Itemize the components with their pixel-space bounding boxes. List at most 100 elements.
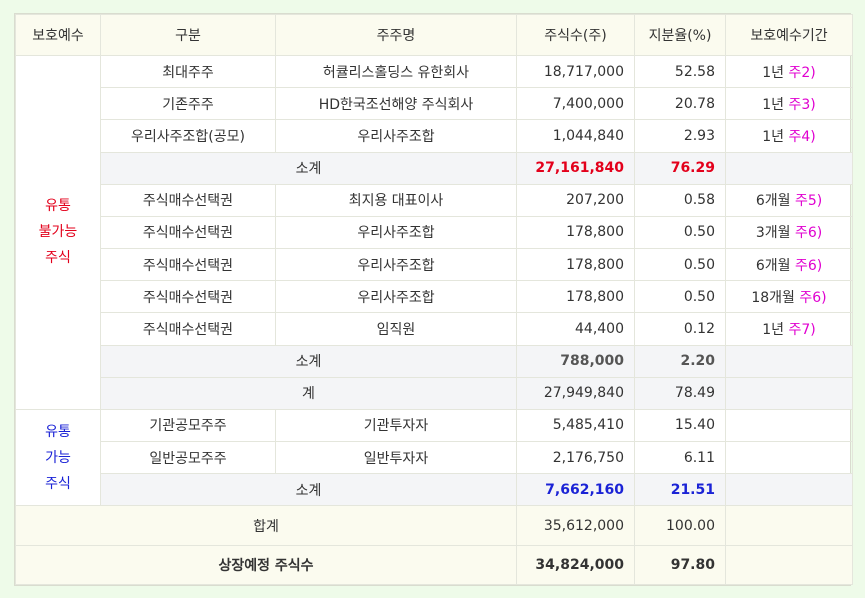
subtotal-row: 소계 788,000 2.20 <box>15 344 853 378</box>
header-holder: 주주명 <box>275 14 517 56</box>
grand-total-row: 합계 35,612,000 100.00 <box>15 505 853 546</box>
cell-period: 1년 주2) <box>725 54 853 89</box>
cell-period: 1년 주7) <box>725 312 853 346</box>
subtotal-period <box>725 344 853 378</box>
header-ratio: 지분율(%) <box>634 14 726 56</box>
cell-shares: 207,200 <box>516 183 635 217</box>
cell-shares: 18,717,000 <box>516 54 635 89</box>
table-row: 유통 가능 주식 기관공모주주 기관투자자 5,485,410 15.40 <box>15 408 853 507</box>
cell-ratio: 0.58 <box>634 183 726 217</box>
footnote-link[interactable]: 주6) <box>799 289 827 306</box>
table-row: 주식매수선택권 최지용 대표이사 207,200 0.58 6개월 주5) <box>16 183 853 217</box>
cell-category: 우리사주조합(공모) <box>100 119 276 153</box>
cell-category: 주식매수선택권 <box>100 248 276 282</box>
cell-category: 주식매수선택권 <box>100 312 276 346</box>
cell-ratio: 2.93 <box>634 119 726 153</box>
subtotal-label: 소계 <box>100 473 517 507</box>
cell-ratio: 0.50 <box>634 215 726 250</box>
footnote-link[interactable]: 주3) <box>788 96 816 113</box>
header-period: 보호예수기간 <box>725 14 853 56</box>
cell-period: 3개월 주6) <box>725 215 853 250</box>
table-row: 주식매수선택권 우리사주조합 178,800 0.50 6개월 주6) <box>16 248 853 282</box>
cell-shares: 44,400 <box>516 312 635 346</box>
cell-holder: 임직원 <box>275 312 517 346</box>
cell-period <box>725 408 853 443</box>
subtotal-shares: 788,000 <box>516 344 635 378</box>
cell-holder: 허큘리스홀딩스 유한회사 <box>275 54 517 89</box>
listing-label: 상장예정 주식수 <box>15 544 517 586</box>
subtotal-shares: 7,662,160 <box>516 473 635 507</box>
cell-ratio: 0.50 <box>634 280 726 314</box>
cell-category: 기존주주 <box>100 87 276 121</box>
total-shares: 27,949,840 <box>516 376 635 410</box>
subtotal-label: 소계 <box>100 151 517 185</box>
group-label-free: 유통 가능 주식 <box>15 408 101 507</box>
cell-ratio: 20.78 <box>634 87 726 121</box>
cell-shares: 1,044,840 <box>516 119 635 153</box>
grand-total-period <box>725 505 853 546</box>
total-row: 계 27,949,840 78.49 <box>15 376 853 410</box>
cell-holder: HD한국조선해양 주식회사 <box>275 87 517 121</box>
footnote-link[interactable]: 주2) <box>788 64 816 81</box>
table-row: 일반공모주주 일반투자자 2,176,750 6.11 <box>16 441 853 475</box>
cell-category: 최대주주 <box>100 54 276 89</box>
cell-shares: 178,800 <box>516 280 635 314</box>
table-row: 유통 불가능 주식 최대주주 허큘리스홀딩스 유한회사 18,717,000 5… <box>15 54 853 410</box>
table-row: 주식매수선택권 우리사주조합 178,800 0.50 18개월 주6) <box>16 280 853 314</box>
listing-shares: 34,824,000 <box>516 544 635 586</box>
total-ratio: 78.49 <box>634 376 726 410</box>
cell-ratio: 15.40 <box>634 408 726 443</box>
footnote-link[interactable]: 주4) <box>788 128 816 145</box>
cell-holder: 최지용 대표이사 <box>275 183 517 217</box>
cell-holder: 기관투자자 <box>275 408 517 443</box>
lockup-table: 보호예수 구분 주주명 주식수(주) 지분율(%) 보호예수기간 유통 불가능 … <box>15 14 853 586</box>
cell-category: 기관공모주주 <box>100 408 276 443</box>
header-row: 보호예수 구분 주주명 주식수(주) 지분율(%) 보호예수기간 <box>15 14 853 56</box>
cell-ratio: 0.12 <box>634 312 726 346</box>
cell-category: 주식매수선택권 <box>100 280 276 314</box>
table-row: 우리사주조합(공모) 우리사주조합 1,044,840 2.93 1년 주4) <box>16 119 853 153</box>
cell-category: 일반공모주주 <box>100 441 276 475</box>
cell-ratio: 0.50 <box>634 248 726 282</box>
grand-total-ratio: 100.00 <box>634 505 726 546</box>
header-lockup: 보호예수 <box>15 14 101 56</box>
cell-shares: 2,176,750 <box>516 441 635 475</box>
total-period <box>725 376 853 410</box>
group-label-locked: 유통 불가능 주식 <box>15 55 101 410</box>
footnote-link[interactable]: 주6) <box>794 225 823 242</box>
listing-row: 상장예정 주식수 34,824,000 97.80 <box>15 544 853 586</box>
cell-holder: 우리사주조합 <box>275 248 517 282</box>
table-row: 주식매수선택권 임직원 44,400 0.12 1년 주7) <box>16 312 853 346</box>
cell-period: 6개월 주6) <box>725 248 853 282</box>
cell-category: 주식매수선택권 <box>100 183 276 217</box>
cell-shares: 5,485,410 <box>516 408 635 443</box>
cell-period: 1년 주3) <box>725 87 853 121</box>
grand-total-label: 합계 <box>15 505 517 546</box>
cell-holder: 우리사주조합 <box>275 215 517 250</box>
subtotal-period <box>725 151 853 185</box>
grand-total-shares: 35,612,000 <box>516 505 635 546</box>
subtotal-row: 소계 27,161,840 76.29 <box>15 151 853 185</box>
lockup-table-container: 보호예수 구분 주주명 주식수(주) 지분율(%) 보호예수기간 유통 불가능 … <box>14 13 853 586</box>
table-row: 기존주주 HD한국조선해양 주식회사 7,400,000 20.78 1년 주3… <box>16 87 853 121</box>
footnote-link[interactable]: 주5) <box>794 193 823 210</box>
listing-ratio: 97.80 <box>634 544 726 586</box>
cell-shares: 178,800 <box>516 248 635 282</box>
subtotal-ratio: 76.29 <box>634 151 726 185</box>
header-shares: 주식수(주) <box>516 14 635 56</box>
subtotal-period <box>725 473 853 507</box>
cell-ratio: 52.58 <box>634 54 726 89</box>
footnote-link[interactable]: 주6) <box>794 257 823 274</box>
subtotal-row: 소계 7,662,160 21.51 <box>15 473 853 507</box>
listing-period <box>725 544 853 586</box>
cell-period: 18개월 주6) <box>725 280 853 314</box>
cell-period: 1년 주4) <box>725 119 853 153</box>
subtotal-label: 소계 <box>100 344 517 378</box>
footnote-link[interactable]: 주7) <box>788 321 816 338</box>
subtotal-ratio: 21.51 <box>634 473 726 507</box>
cell-period <box>725 441 853 475</box>
cell-category: 주식매수선택권 <box>100 215 276 250</box>
cell-holder: 우리사주조합 <box>275 280 517 314</box>
cell-shares: 7,400,000 <box>516 87 635 121</box>
header-category: 구분 <box>100 14 276 56</box>
